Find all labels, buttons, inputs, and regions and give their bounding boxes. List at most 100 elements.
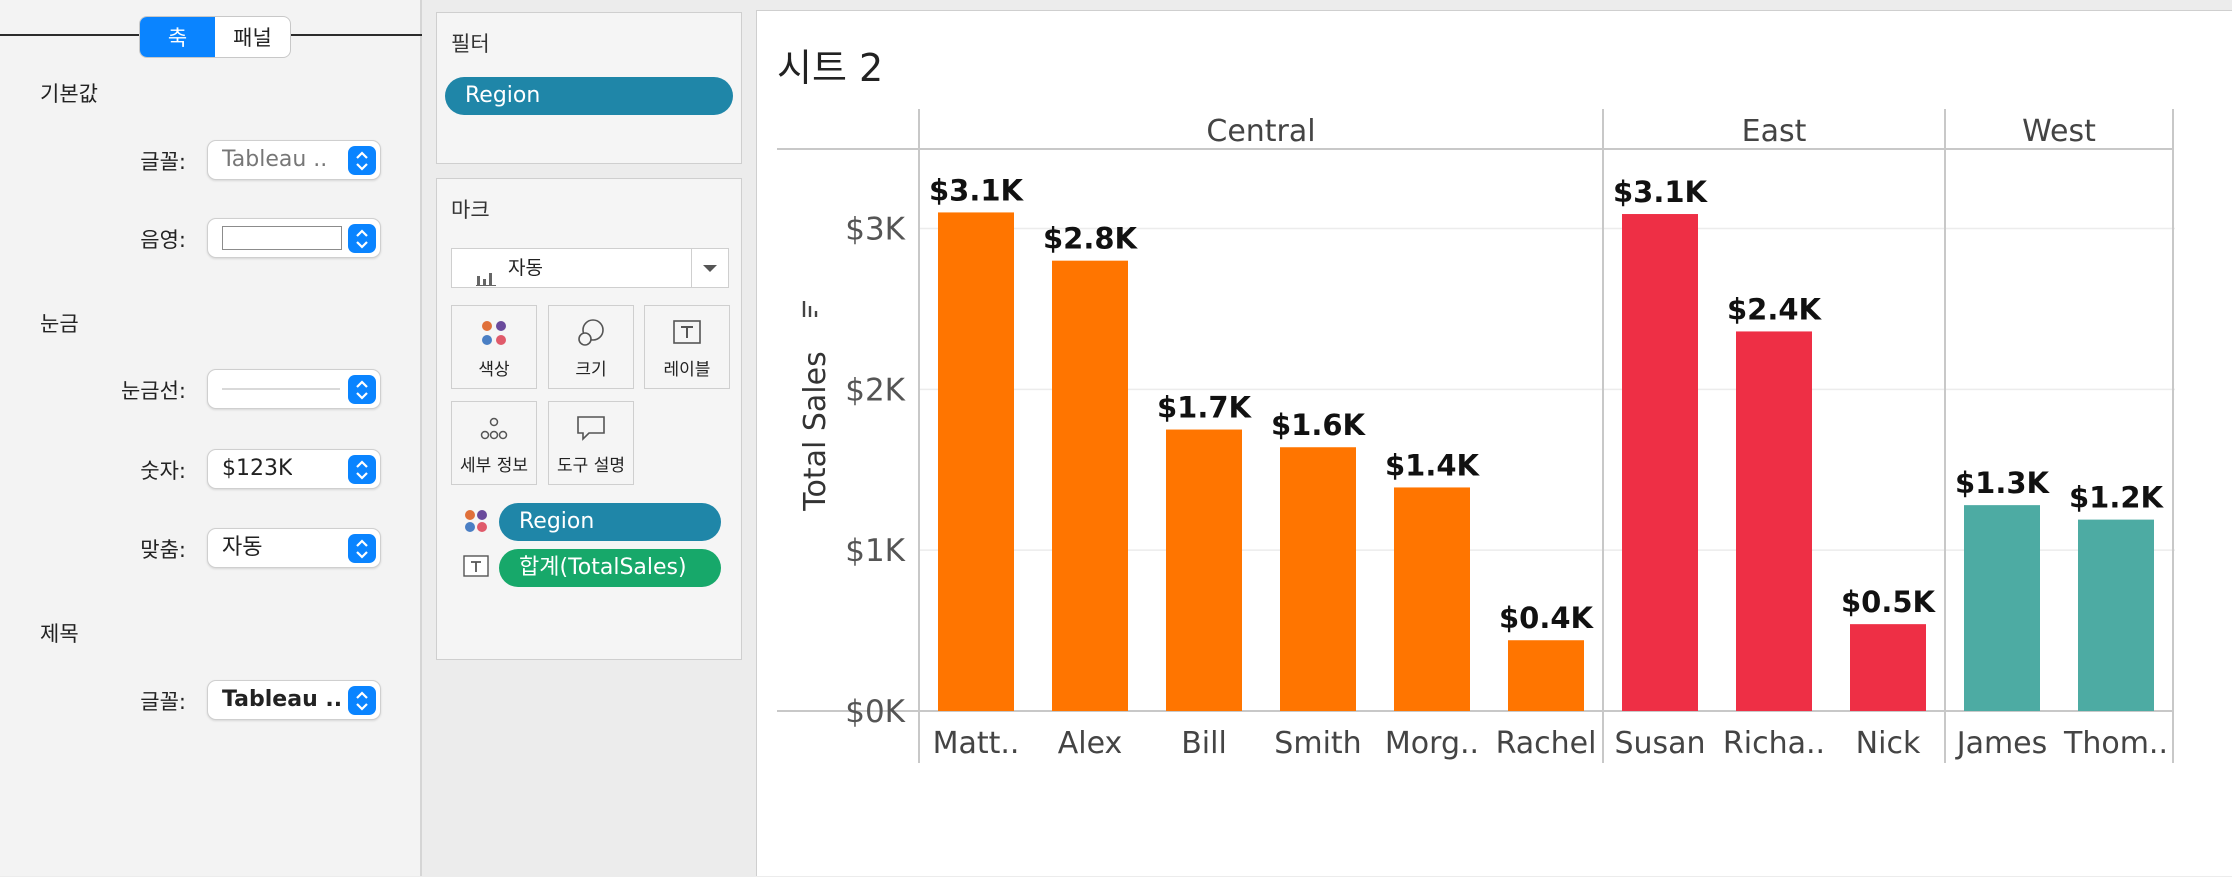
- pane-header-west: West: [2022, 114, 2096, 149]
- gridline-label: 눈금선:: [120, 379, 186, 403]
- y-tick-label: $1K: [845, 533, 905, 569]
- bar: [1736, 331, 1812, 711]
- title-font-value: Tableau ..: [222, 687, 343, 712]
- size-icon: [549, 316, 633, 350]
- color-button[interactable]: 색상: [451, 305, 537, 389]
- data-label: $1.2K: [2069, 481, 2165, 515]
- label-button[interactable]: 레이블: [644, 305, 730, 389]
- tooltip-button[interactable]: 도구 설명: [548, 401, 634, 485]
- font-select[interactable]: Tableau ..: [207, 140, 381, 180]
- bar: [2078, 519, 2154, 711]
- font-label: 글꼴:: [140, 150, 186, 174]
- stepper-icon: [348, 224, 376, 253]
- color-encoding-icon: [463, 508, 489, 538]
- detail-button[interactable]: 세부 정보: [451, 401, 537, 485]
- bar-chart-icon: [476, 261, 496, 299]
- bar: [1052, 260, 1128, 711]
- data-label: $0.5K: [1841, 585, 1937, 619]
- section-title: 제목: [40, 622, 79, 646]
- bar: [1394, 487, 1470, 711]
- x-tick-label: Nick: [1856, 726, 1921, 761]
- bar: [938, 212, 1014, 712]
- label-encoding-icon: [463, 555, 489, 583]
- data-label: $1.6K: [1271, 408, 1367, 442]
- data-label: $3.1K: [929, 173, 1025, 207]
- mark-type-dropdown[interactable]: 자동: [451, 248, 729, 288]
- bar: [1850, 624, 1926, 711]
- tooltip-bubble-icon: [549, 412, 633, 446]
- x-tick-label: Alex: [1058, 726, 1123, 761]
- y-tick-label: $2K: [845, 372, 905, 408]
- bar: [1280, 447, 1356, 711]
- size-button[interactable]: 크기: [548, 305, 634, 389]
- x-tick-label: Rachel: [1496, 726, 1597, 761]
- x-tick-label: Matt..: [933, 726, 1020, 761]
- section-ticks: 눈금: [40, 312, 79, 336]
- number-format-value: $123K: [222, 456, 293, 481]
- size-button-label: 크기: [575, 360, 607, 380]
- stepper-icon: [348, 455, 376, 484]
- bar: [1622, 214, 1698, 711]
- shading-swatch: [222, 226, 342, 250]
- marks-title: 마크: [451, 198, 490, 222]
- bar: [1508, 640, 1584, 711]
- stepper-icon: [348, 534, 376, 563]
- worksheet: 시트 2 $0K $1K $2K $3K Total Sales Central $3.1K…: [756, 10, 2232, 876]
- shading-label: 음영:: [140, 228, 186, 252]
- alignment-value: 자동: [222, 535, 263, 560]
- chevron-down-icon[interactable]: [691, 249, 728, 287]
- gridline-sample: [222, 388, 340, 390]
- x-tick-label: Thom..: [2063, 726, 2168, 761]
- data-label: $1.4K: [1385, 448, 1481, 482]
- tab-axis[interactable]: 축: [140, 17, 215, 57]
- mark-type-value: 자동: [508, 257, 543, 279]
- filters-card: 필터 Region: [436, 12, 742, 164]
- title-font-select[interactable]: Tableau ..: [207, 680, 381, 720]
- tab-panel[interactable]: 패널: [233, 26, 272, 50]
- stepper-icon: [348, 146, 376, 175]
- bar: [1166, 429, 1242, 711]
- y-axis-title: Total Sales: [798, 351, 833, 511]
- stepper-icon: [348, 375, 376, 404]
- font-value: Tableau ..: [222, 147, 328, 172]
- label-button-label: 레이블: [663, 360, 711, 380]
- data-label: $0.4K: [1499, 601, 1595, 635]
- color-button-label: 색상: [478, 360, 510, 380]
- color-encoding-pill[interactable]: Region: [499, 503, 721, 541]
- filters-title: 필터: [451, 32, 490, 56]
- color-palette-icon: [452, 316, 536, 350]
- x-tick-label: Richa..: [1723, 726, 1825, 761]
- x-tick-label: Morg..: [1385, 726, 1479, 761]
- format-pane: 축 패널 기본값 글꼴: Tableau .. 음영: 눈금 눈금선: 숫자: …: [0, 0, 422, 876]
- bar-chart: $0K $1K $2K $3K Total Sales Central $3.1K Matt.…: [777, 109, 2175, 763]
- pane-header-central: Central: [1206, 114, 1315, 149]
- alignment-select[interactable]: 자동: [207, 528, 381, 568]
- filter-pill-region[interactable]: Region: [445, 77, 733, 115]
- x-tick-label: Smith: [1274, 726, 1361, 761]
- data-label: $1.7K: [1157, 391, 1253, 425]
- label-encoding-pill[interactable]: 합계(TotalSales): [499, 549, 721, 587]
- alignment-label: 맞춤:: [140, 538, 186, 562]
- number-format-select[interactable]: $123K: [207, 449, 381, 489]
- marks-card: 마크 자동 색상 크기 레이블 세부 정보 도: [436, 178, 742, 660]
- axis-panel-segmented-control[interactable]: 축 패널: [139, 16, 291, 58]
- data-label: $2.4K: [1727, 292, 1823, 326]
- number-label: 숫자:: [140, 459, 186, 483]
- stepper-icon: [348, 686, 376, 715]
- data-label: $3.1K: [1613, 175, 1709, 209]
- y-tick-label: $0K: [845, 694, 905, 730]
- text-label-icon: [645, 316, 729, 350]
- x-tick-label: Bill: [1181, 726, 1227, 761]
- data-label: $2.8K: [1043, 222, 1139, 256]
- pane-header-east: East: [1742, 114, 1807, 149]
- sheet-title: 시트 2: [777, 46, 884, 90]
- detail-dots-icon: [452, 412, 536, 446]
- shading-select[interactable]: [207, 218, 381, 258]
- x-tick-label: James: [1955, 726, 2048, 761]
- title-font-label: 글꼴:: [140, 690, 186, 714]
- bar: [1964, 505, 2040, 711]
- tooltip-button-label: 도구 설명: [557, 456, 625, 476]
- section-defaults: 기본값: [40, 82, 98, 106]
- data-label: $1.3K: [1955, 466, 2051, 500]
- gridline-select[interactable]: [207, 369, 381, 409]
